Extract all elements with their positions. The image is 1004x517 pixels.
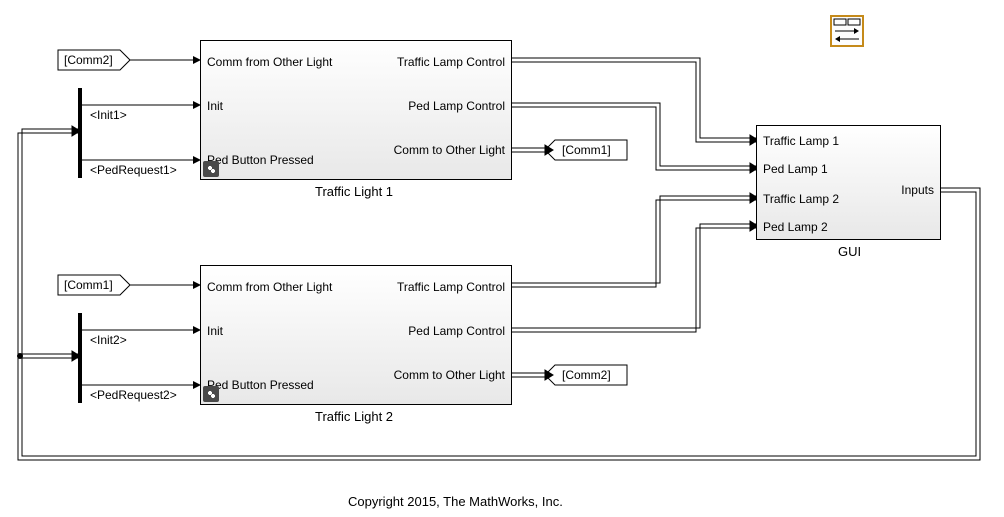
tl1-in-3: Ped Button Pressed bbox=[207, 153, 314, 167]
signal-preq1: <PedRequest1> bbox=[90, 163, 177, 177]
tl1-in-1: Comm from Other Light bbox=[207, 55, 332, 69]
block-label-tl2: Traffic Light 2 bbox=[315, 409, 393, 424]
gui-in-1: Traffic Lamp 1 bbox=[763, 134, 839, 148]
tl2-in-3: Ped Button Pressed bbox=[207, 378, 314, 392]
gui-in-2: Ped Lamp 1 bbox=[763, 162, 828, 176]
tl2-in-2: Init bbox=[207, 324, 223, 338]
tl1-out-1: Traffic Lamp Control bbox=[397, 55, 505, 69]
tag-comm1-goto: [Comm1] bbox=[562, 143, 611, 157]
signal-init2: <Init2> bbox=[90, 333, 127, 347]
signal-init1: <Init1> bbox=[90, 108, 127, 122]
gui-out-1: Inputs bbox=[901, 183, 934, 197]
tag-comm1-from: [Comm1] bbox=[64, 278, 113, 292]
block-gui[interactable]: Traffic Lamp 1 Ped Lamp 1 Traffic Lamp 2… bbox=[756, 125, 941, 240]
gui-in-4: Ped Lamp 2 bbox=[763, 220, 828, 234]
tag-comm2-from: [Comm2] bbox=[64, 53, 113, 67]
tl1-in-2: Init bbox=[207, 99, 223, 113]
tag-comm2-goto: [Comm2] bbox=[562, 368, 611, 382]
tl1-out-2: Ped Lamp Control bbox=[408, 99, 505, 113]
block-label-tl1: Traffic Light 1 bbox=[315, 184, 393, 199]
gui-in-3: Traffic Lamp 2 bbox=[763, 192, 839, 206]
diagram-canvas: Comm from Other Light Init Ped Button Pr… bbox=[0, 0, 1004, 517]
copyright-text: Copyright 2015, The MathWorks, Inc. bbox=[348, 494, 563, 509]
block-traffic-light-1[interactable]: Comm from Other Light Init Ped Button Pr… bbox=[200, 40, 512, 180]
tl2-out-2: Ped Lamp Control bbox=[408, 324, 505, 338]
tl2-out-1: Traffic Lamp Control bbox=[397, 280, 505, 294]
link-badge-icon bbox=[203, 386, 219, 402]
signal-preq2: <PedRequest2> bbox=[90, 388, 177, 402]
link-badge-icon bbox=[203, 161, 219, 177]
block-label-gui: GUI bbox=[838, 244, 861, 259]
tl2-out-3: Comm to Other Light bbox=[394, 368, 505, 382]
block-traffic-light-2[interactable]: Comm from Other Light Init Ped Button Pr… bbox=[200, 265, 512, 405]
tl1-out-3: Comm to Other Light bbox=[394, 143, 505, 157]
scope-icon[interactable] bbox=[830, 15, 864, 47]
tl2-in-1: Comm from Other Light bbox=[207, 280, 332, 294]
